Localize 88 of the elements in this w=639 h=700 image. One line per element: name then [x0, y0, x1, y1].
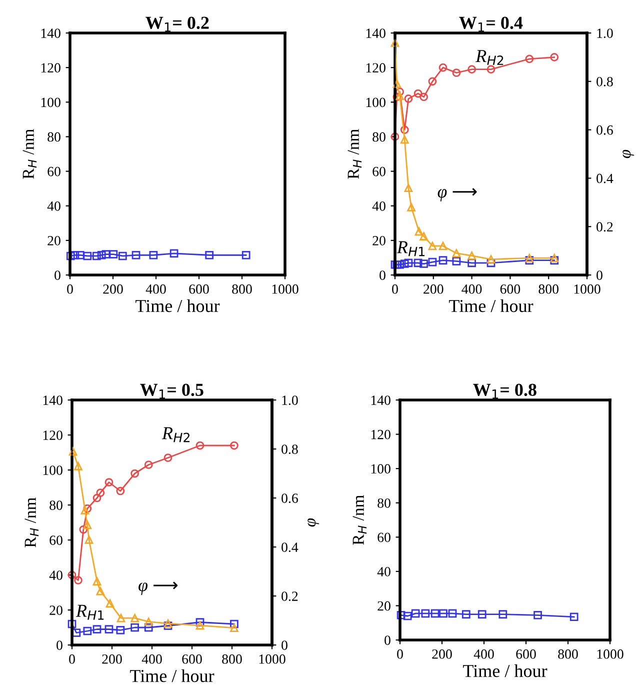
y2-tick-label: 0.6 — [596, 125, 613, 135]
x-tick-label: 800 — [232, 284, 252, 294]
y-tick-label: 100 — [371, 464, 390, 474]
x-axis-title: Time / hour — [136, 299, 220, 312]
x-tick-label: 600 — [516, 649, 536, 659]
y-tick-label: 0 — [54, 270, 60, 280]
y-tick-label: 20 — [48, 236, 60, 246]
y-tick-label: 60 — [50, 536, 62, 545]
y2-tick-label: 1.0 — [282, 396, 298, 406]
y2-tick-label: 0.8 — [596, 76, 613, 86]
y-tick-label: 100 — [43, 466, 62, 475]
y-tick-label: 120 — [41, 63, 60, 73]
y2-tick-label: 0.8 — [282, 444, 298, 454]
y2-tick-label: 0.6 — [282, 494, 298, 504]
annotation: φ ⟶ — [138, 582, 178, 595]
chart-title: W$_{1}$= 0.2 — [146, 16, 209, 32]
y2-tick-label: 0.4 — [596, 174, 614, 184]
chart-title: W$_{1}$= 0.8 — [473, 384, 536, 399]
annotation: R$_{H2}$ — [162, 427, 190, 442]
y-tick-label: 0 — [56, 640, 62, 650]
y-tick-label: 120 — [43, 430, 62, 440]
x-tick-label: 600 — [189, 284, 209, 294]
x-tick-label: 400 — [142, 654, 162, 664]
y2-axis-title: φ — [622, 150, 634, 158]
y-tick-label: 60 — [372, 166, 386, 176]
y2-tick-label: 0.2 — [596, 222, 613, 232]
y2-axis-title: φ — [308, 518, 320, 527]
y-tick-label: 140 — [43, 396, 62, 405]
y2-tick-label: 0 — [282, 640, 288, 650]
x-tick-label: 1000 — [597, 649, 624, 659]
y2-tick-label: 1.0 — [597, 28, 613, 38]
y-tick-label: 0 — [380, 270, 386, 280]
x-tick-label: 0 — [67, 284, 73, 294]
y-tick-label: 80 — [378, 498, 390, 508]
x-tick-label: 800 — [538, 284, 558, 294]
x-axis-title: Time / hour — [463, 664, 548, 678]
x-tick-label: 600 — [500, 284, 520, 294]
y-tick-label: 0 — [384, 636, 390, 645]
y-tick-label: 20 — [372, 236, 386, 246]
y-tick-label: 40 — [377, 567, 390, 576]
x-tick-label: 400 — [474, 649, 494, 659]
y-axis-title: R$_{H}$ /nm — [22, 128, 37, 179]
x-tick-label: 800 — [558, 649, 578, 659]
annotation: φ ⟶ — [438, 188, 477, 202]
x-axis-title: Time / hour — [449, 299, 534, 312]
y-tick-label: 100 — [366, 98, 386, 108]
y-axis-title: R$_{H}$ /nm — [352, 494, 367, 545]
y2-tick-label: 0 — [596, 270, 602, 280]
chart-title: W$_{1}$= 0.5 — [140, 384, 204, 399]
x-tick-label: 1000 — [259, 654, 286, 664]
y2-tick-label: 0.4 — [282, 542, 298, 552]
annotation: R$_{H1}$ — [396, 241, 424, 256]
y-tick-label: 80 — [48, 132, 60, 142]
y-tick-label: 80 — [372, 132, 386, 142]
x-tick-label: 0 — [392, 284, 398, 294]
chart-title: W$_{1}$= 0.4 — [459, 16, 523, 32]
x-tick-label: 800 — [222, 654, 242, 664]
y-tick-label: 80 — [50, 500, 62, 510]
y-tick-label: 120 — [371, 430, 390, 440]
x-tick-label: 200 — [424, 284, 444, 294]
y2-tick-label: 0.2 — [282, 592, 298, 602]
y-tick-label: 60 — [378, 532, 390, 542]
x-tick-label: 400 — [462, 284, 482, 294]
x-tick-label: 200 — [102, 654, 122, 664]
y-axis-title: R$_{H}$ /nm — [348, 128, 362, 179]
annotation: R$_{H1}$ — [76, 604, 104, 620]
x-tick-label: 0 — [397, 649, 403, 659]
y-tick-label: 40 — [49, 570, 62, 580]
y-tick-label: 40 — [47, 201, 60, 211]
y-tick-label: 140 — [41, 28, 60, 38]
x-tick-label: 0 — [69, 654, 75, 664]
x-tick-label: 200 — [103, 284, 123, 294]
x-axis-title: Time / hour — [130, 669, 214, 682]
y-tick-label: 120 — [366, 63, 386, 73]
x-tick-label: 600 — [182, 654, 202, 664]
y-tick-label: 100 — [41, 98, 60, 108]
y-tick-label: 140 — [371, 396, 390, 405]
x-tick-label: 1000 — [574, 284, 600, 294]
y-tick-label: 20 — [378, 601, 390, 611]
x-tick-label: 400 — [146, 284, 166, 294]
y-tick-label: 140 — [366, 28, 386, 38]
y-axis-title: R$_{H}$ /nm — [24, 497, 39, 548]
y-tick-label: 60 — [48, 166, 60, 176]
x-tick-label: 200 — [432, 649, 452, 659]
y-tick-label: 20 — [50, 606, 62, 615]
annotation: R$_{H2}$ — [476, 50, 504, 65]
y-tick-label: 40 — [372, 201, 386, 211]
x-tick-label: 1000 — [272, 284, 298, 294]
